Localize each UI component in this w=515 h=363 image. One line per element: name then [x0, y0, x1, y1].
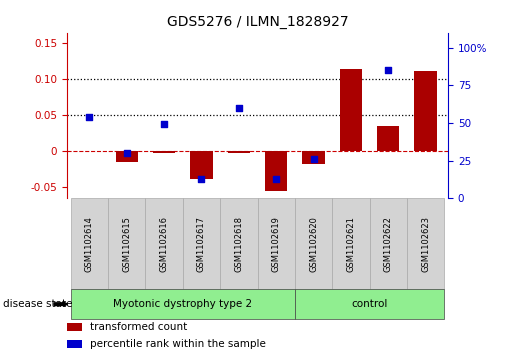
Point: [310, 156, 318, 162]
Bar: [190, 151, 213, 179]
Bar: [302, 151, 325, 164]
Text: GSM1102616: GSM1102616: [160, 216, 168, 272]
Bar: [67, 323, 82, 331]
FancyBboxPatch shape: [71, 289, 295, 319]
Point: [347, 0, 355, 5]
Text: percentile rank within the sample: percentile rank within the sample: [90, 339, 266, 348]
Text: disease state: disease state: [3, 299, 72, 309]
Text: GSM1102615: GSM1102615: [122, 216, 131, 272]
Text: Myotonic dystrophy type 2: Myotonic dystrophy type 2: [113, 299, 252, 309]
FancyBboxPatch shape: [258, 198, 295, 289]
FancyBboxPatch shape: [332, 198, 370, 289]
Text: GSM1102623: GSM1102623: [421, 216, 430, 272]
FancyBboxPatch shape: [183, 198, 220, 289]
FancyBboxPatch shape: [370, 198, 407, 289]
Text: GSM1102617: GSM1102617: [197, 216, 206, 272]
Text: GSM1102622: GSM1102622: [384, 216, 393, 272]
FancyBboxPatch shape: [145, 198, 183, 289]
FancyBboxPatch shape: [295, 198, 332, 289]
Text: GSM1102614: GSM1102614: [85, 216, 94, 272]
FancyBboxPatch shape: [295, 289, 444, 319]
Text: transformed count: transformed count: [90, 322, 187, 332]
Text: GSM1102621: GSM1102621: [347, 216, 355, 272]
Point: [235, 105, 243, 111]
FancyBboxPatch shape: [407, 198, 444, 289]
Bar: [265, 151, 287, 191]
Bar: [115, 151, 138, 162]
FancyBboxPatch shape: [108, 198, 145, 289]
Text: GSM1102619: GSM1102619: [272, 216, 281, 272]
Point: [123, 150, 131, 156]
Point: [421, 3, 430, 8]
Bar: [67, 339, 82, 348]
Point: [272, 176, 280, 182]
Bar: [415, 71, 437, 151]
Point: [384, 68, 392, 73]
Text: GSM1102620: GSM1102620: [309, 216, 318, 272]
Bar: [153, 151, 175, 153]
FancyBboxPatch shape: [71, 198, 108, 289]
Text: GSM1102618: GSM1102618: [234, 216, 243, 272]
Text: control: control: [351, 299, 388, 309]
Point: [160, 122, 168, 127]
Point: [85, 114, 94, 120]
Bar: [228, 151, 250, 153]
Point: [197, 176, 205, 182]
Bar: [340, 69, 362, 151]
Bar: [377, 126, 400, 151]
FancyBboxPatch shape: [220, 198, 258, 289]
Title: GDS5276 / ILMN_1828927: GDS5276 / ILMN_1828927: [167, 15, 348, 29]
